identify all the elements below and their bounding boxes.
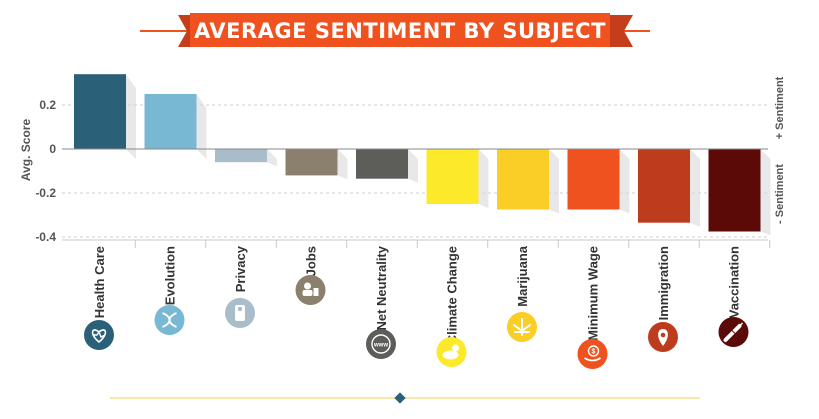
cloud-sun-icon — [436, 337, 467, 367]
bar-shadow — [267, 149, 277, 167]
y-tick-label: 0 — [49, 142, 56, 156]
bar-shadow — [478, 149, 489, 208]
category-labels: Health Care Evolution Privacy Jobs Net Neutr… — [92, 240, 771, 344]
category-label: Climate Change — [445, 246, 460, 344]
bar-shadow — [690, 149, 700, 227]
y-tick-labels: 0.2 0 -0.2 -0.4 — [35, 98, 56, 244]
category-label: Marijuana — [515, 245, 530, 306]
bottom-divider — [110, 392, 700, 404]
y-tick-label: 0.2 — [39, 98, 56, 112]
category-label: Jobs — [304, 246, 319, 276]
bars — [74, 74, 771, 236]
door-hanger-icon — [225, 298, 255, 328]
bottom-diamond — [394, 392, 406, 404]
www-icon: www — [366, 329, 396, 359]
bar-shadow — [760, 149, 771, 236]
bar-shadow — [408, 149, 418, 183]
bar-shadow — [126, 74, 136, 159]
category-label: Vaccination — [727, 246, 742, 318]
category-label: Net Neutrality — [374, 245, 389, 330]
svg-text:$: $ — [592, 349, 596, 356]
banner-ribbon — [190, 13, 610, 47]
banner-tail-right — [610, 15, 633, 47]
category-label: Health Care — [92, 246, 107, 318]
bar-immigration — [638, 149, 690, 223]
category-label: Privacy — [233, 245, 248, 292]
category-label: Evolution — [163, 246, 178, 305]
y-axis-label: Avg. Score — [19, 119, 33, 182]
bar-shadow — [619, 149, 630, 214]
svg-text:www: www — [373, 343, 388, 349]
category-label: Immigration — [656, 246, 671, 320]
bar-vaccination — [708, 149, 761, 232]
bar-climate-change — [426, 149, 479, 204]
heart-pulse-icon — [84, 320, 114, 350]
map-pin-icon — [648, 322, 678, 352]
negative-sentiment-label: - Sentiment — [774, 164, 786, 224]
y-tick-label: -0.2 — [35, 186, 56, 200]
bar-jobs — [285, 149, 338, 176]
worker-icon — [295, 275, 326, 305]
bar-health-care — [74, 74, 126, 149]
bar-net-neutrality — [356, 149, 408, 179]
bar-privacy — [215, 149, 267, 163]
money-hand-icon: $ — [577, 339, 608, 369]
title-banner: AVERAGE SENTIMENT BY SUBJECT — [140, 13, 650, 47]
category-icons: www $ — [84, 275, 749, 369]
bar-shadow — [337, 149, 348, 180]
bar-shadow — [196, 94, 207, 159]
positive-sentiment-label: + Sentiment — [774, 76, 786, 139]
bar-marijuana — [497, 149, 549, 210]
chart-title: AVERAGE SENTIMENT BY SUBJECT — [194, 19, 606, 43]
bar-shadow — [549, 149, 559, 214]
syringe-icon — [718, 317, 749, 347]
bar-minimum-wage — [567, 149, 620, 210]
y-tick-label: -0.4 — [35, 230, 56, 244]
bar-evolution — [144, 94, 197, 149]
cannabis-leaf-icon — [507, 312, 537, 342]
dna-icon — [154, 305, 185, 335]
category-label: Minimum Wage — [586, 246, 601, 341]
